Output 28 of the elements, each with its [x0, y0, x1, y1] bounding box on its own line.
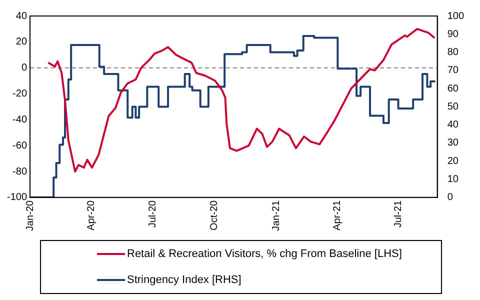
- y2-tick-label: 50: [447, 101, 459, 112]
- y-tick-label: -20: [12, 88, 28, 100]
- legend-label: Retail & Recreation Visitors, % chg From Baseline [LHS]: [127, 248, 402, 260]
- y-tick-label: -80: [12, 166, 28, 178]
- x-tick-label: Jan-20: [24, 200, 36, 231]
- y2-tick-label: 10: [447, 174, 459, 186]
- y2-tick-label: 70: [447, 65, 459, 76]
- y2-tick-label: 100: [447, 10, 464, 22]
- y2-tick-label: 40: [447, 120, 459, 131]
- x-tick-label: Jul-21: [393, 200, 404, 228]
- y-tick-label: -60: [12, 140, 28, 152]
- x-tick-label: Oct-20: [209, 200, 220, 230]
- x-tick-label: Jan-21: [271, 200, 282, 231]
- y-tick-label: 0: [21, 62, 28, 74]
- y-tick-label: -40: [12, 114, 28, 126]
- y2-tick-label: 20: [447, 156, 459, 167]
- x-tick-label: Apr-21: [332, 200, 343, 230]
- y2-tick-label: 0: [447, 192, 454, 204]
- y-tick-label: 20: [16, 36, 28, 48]
- x-tick-label: Jul-20: [147, 200, 158, 228]
- legend-label: Stringency Index [RHS]: [127, 274, 242, 286]
- y-tick-label: -100: [7, 192, 28, 204]
- y2-tick-label: 30: [447, 138, 459, 149]
- y2-tick-label: 80: [447, 47, 459, 58]
- x-tick-label: Apr-20: [86, 200, 98, 230]
- y2-tick-label: 90: [447, 28, 459, 40]
- y-tick-label: 40: [16, 10, 28, 22]
- y2-tick-label: 60: [447, 83, 459, 94]
